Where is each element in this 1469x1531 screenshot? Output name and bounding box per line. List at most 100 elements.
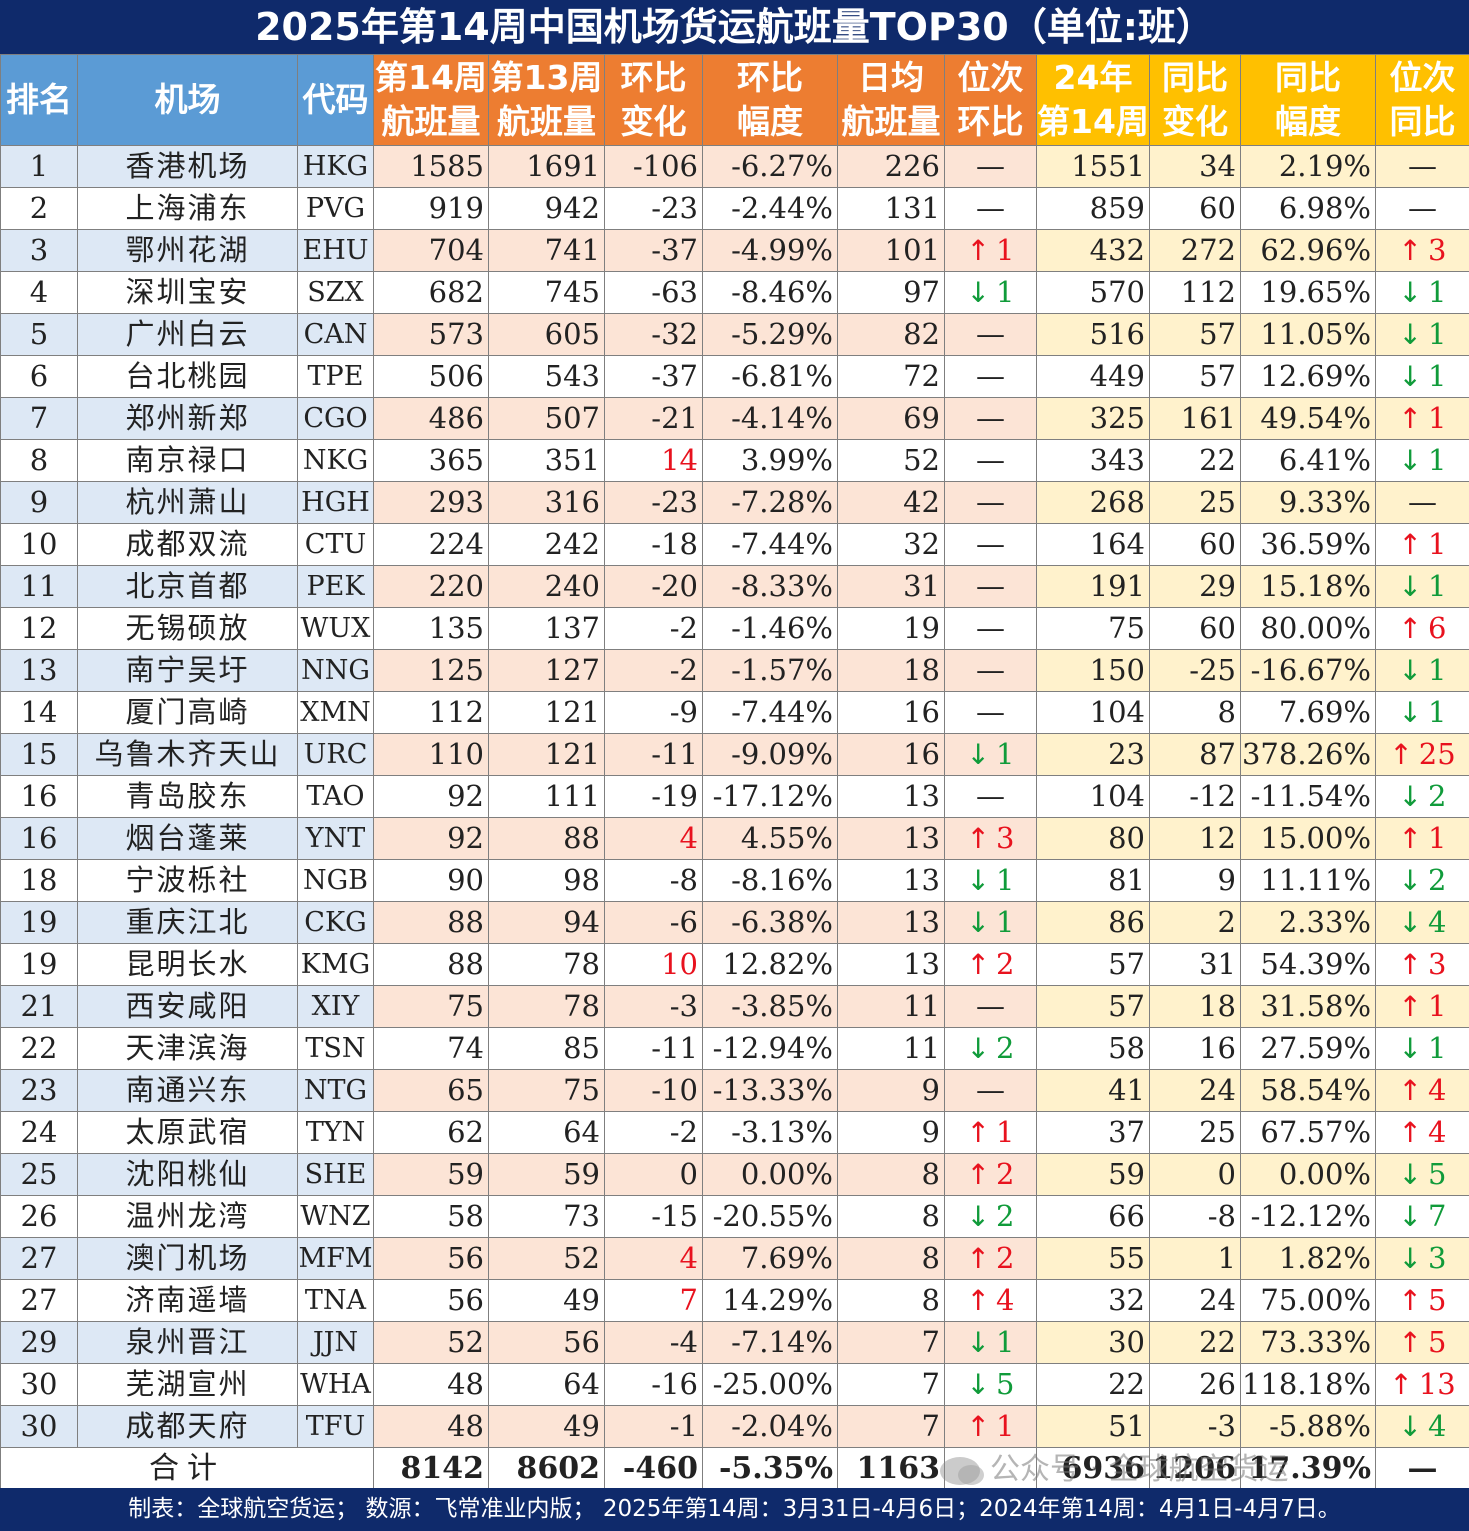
daily-avg-cell: 72 (837, 355, 945, 398)
wow-rank-change-cell: ↑ 1 (944, 229, 1037, 272)
rank-cell: 4 (0, 271, 78, 314)
wow-rate-cell: -25.00% (702, 1363, 838, 1406)
column-header-line1: 代码 (302, 80, 369, 119)
airport-code-cell: SHE (297, 1153, 374, 1196)
daily-avg-cell: 16 (837, 733, 945, 776)
daily-avg-cell: 82 (837, 313, 945, 356)
wow-change-cell: -8 (604, 859, 703, 902)
yoy-rate-cell: 36.59% (1240, 523, 1376, 566)
airport-code-cell: MFM (297, 1237, 374, 1280)
wow-change-cell: 0 (604, 1153, 703, 1196)
wow-rate-cell: -3.85% (702, 985, 838, 1028)
wow-rank-change-cell: — (944, 145, 1037, 188)
total-wow-rate-cell: -5.35% (702, 1447, 838, 1491)
yoy-rank-change-cell: ↑ 4 (1375, 1111, 1469, 1154)
daily-avg-cell: 131 (837, 187, 945, 230)
wow-rate-cell: -20.55% (702, 1195, 838, 1238)
column-header: 第13周 航班量 (488, 54, 605, 146)
column-header-line1: 同比 (1275, 58, 1341, 97)
airport-name-cell: 天津滨海 (77, 1027, 298, 1070)
week14-flights-cell: 65 (373, 1069, 489, 1112)
airport-code-cell: CKG (297, 901, 374, 944)
arrow-down-icon: ↓ (966, 906, 990, 939)
airport-name-cell: 厦门高崎 (77, 691, 298, 734)
footer-note: 制表：全球航空货运； 数源：飞常准业内版； 2025年第14周：3月31日-4月… (0, 1488, 1469, 1531)
week14-2024-flights-cell: 22 (1036, 1363, 1150, 1406)
arrow-down-icon: ↓ (1398, 276, 1422, 309)
rank-change-value: 2 (1428, 779, 1447, 813)
arrow-down-icon: ↓ (966, 1326, 990, 1359)
column-header-line2: 航班量 (497, 102, 596, 141)
rank-change-value: 1 (996, 233, 1015, 267)
week13-flights-cell: 49 (488, 1279, 605, 1322)
arrow-down-icon: ↓ (1398, 780, 1422, 813)
yoy-rate-cell: 2.19% (1240, 145, 1376, 188)
week13-flights-cell: 121 (488, 691, 605, 734)
rank-change-value: 1 (1428, 821, 1447, 855)
arrow-down-icon: ↓ (1398, 906, 1422, 939)
arrow-down-icon: ↓ (966, 864, 990, 897)
week13-flights-cell: 78 (488, 943, 605, 986)
wow-rank-change-cell: — (944, 523, 1037, 566)
rank-change-value: 1 (996, 863, 1015, 897)
week14-2024-flights-cell: 150 (1036, 649, 1150, 692)
total-daily-avg-cell: 1163 (837, 1447, 945, 1491)
column-header-line2: 幅度 (1275, 102, 1341, 141)
table-row: 2 上海浦东 PVG 919 942 -23 -2.44% 131—859 60 6.98% — (0, 187, 1469, 230)
table-row: 9 杭州萧山 HGH 293 316 -23 -7.28% 42—268 25 9.33% — (0, 481, 1469, 524)
daily-avg-cell: 16 (837, 691, 945, 734)
arrow-up-icon: ↑ (1389, 738, 1413, 771)
airport-code-cell: PVG (297, 187, 374, 230)
table-row: 19 昆明长水 KMG 88 78 10 12.82% 13 ↑ 2 57 31 54.39% ↑ 3 (0, 943, 1469, 986)
airport-name-cell: 广州白云 (77, 313, 298, 356)
wow-rate-cell: -4.99% (702, 229, 838, 272)
rank-change-value: 13 (1418, 1367, 1456, 1401)
arrow-down-icon: ↓ (966, 276, 990, 309)
rank-change-value: 5 (1428, 1283, 1447, 1317)
total-wow-rank-change-cell (944, 1447, 1037, 1491)
yoy-change-cell: 22 (1149, 439, 1241, 482)
yoy-rate-cell: 54.39% (1240, 943, 1376, 986)
rank-cell: 7 (0, 397, 78, 440)
week14-flights-cell: 704 (373, 229, 489, 272)
yoy-rank-change-cell: ↓ 2 (1375, 859, 1469, 902)
airport-name-cell: 成都双流 (77, 523, 298, 566)
column-header-line2: 航班量 (841, 102, 941, 141)
rank-change-value: 1 (1428, 401, 1447, 435)
airport-name-cell: 杭州萧山 (77, 481, 298, 524)
week14-flights-cell: 62 (373, 1111, 489, 1154)
week14-flights-cell: 88 (373, 943, 489, 986)
daily-avg-cell: 8 (837, 1153, 945, 1196)
airport-name-cell: 深圳宝安 (77, 271, 298, 314)
rank-cell: 1 (0, 145, 78, 188)
column-header-line1: 排名 (6, 80, 72, 119)
wow-change-cell: -23 (604, 481, 703, 524)
arrow-up-icon: ↑ (966, 1116, 990, 1149)
airport-code-cell: HKG (297, 145, 374, 188)
airport-code-cell: JJN (297, 1321, 374, 1364)
week14-flights-cell: 90 (373, 859, 489, 902)
week14-flights-cell: 1585 (373, 145, 489, 188)
arrow-up-icon: ↑ (966, 822, 990, 855)
column-header: 机场 (77, 54, 298, 146)
rank-change-value: 2 (996, 1199, 1015, 1233)
yoy-change-cell: 9 (1149, 859, 1241, 902)
rank-change-value: 1 (1428, 275, 1447, 309)
week14-2024-flights-cell: 1551 (1036, 145, 1150, 188)
airport-code-cell: WUX (297, 607, 374, 650)
rank-change-value: 6 (1428, 611, 1447, 645)
arrow-down-icon: ↓ (1398, 696, 1422, 729)
arrow-down-icon: ↓ (1398, 1410, 1422, 1443)
column-header: 24年 第14周 (1036, 54, 1150, 146)
column-header-line1: 第14周 (375, 58, 487, 97)
column-header-line2: 变化 (1162, 102, 1228, 141)
airport-code-cell: NGB (297, 859, 374, 902)
wow-rate-cell: -6.27% (702, 145, 838, 188)
column-header-line1: 24年 (1053, 58, 1133, 97)
wow-change-cell: -11 (604, 1027, 703, 1070)
wow-rate-cell: -7.44% (702, 691, 838, 734)
week14-flights-cell: 56 (373, 1237, 489, 1280)
column-header-line2: 环比 (957, 102, 1024, 141)
daily-avg-cell: 31 (837, 565, 945, 608)
table-row: 25 沈阳桃仙 SHE 59 59 0 0.00% 8 ↑ 2 59 0 0.00% ↓ 5 (0, 1153, 1469, 1196)
